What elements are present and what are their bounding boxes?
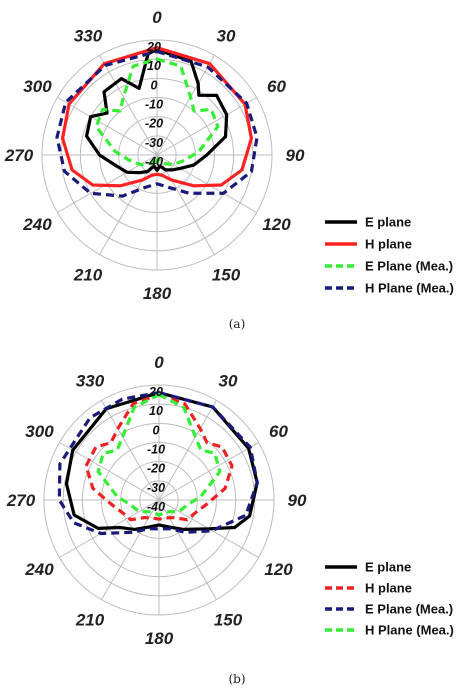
angle-tick-label: 120 — [262, 215, 291, 234]
grid-spoke — [158, 499, 217, 600]
radial-tick-label: -40 — [147, 500, 165, 514]
legend: E plane H plane E Plane (Mea.) H Plane (Mea… — [325, 215, 454, 296]
radial-tick-label: 0 — [151, 78, 158, 92]
legend-label: H Plane (Mea.) — [365, 623, 454, 638]
radial-tick-label: -40 — [145, 155, 163, 169]
grid-spoke — [101, 400, 160, 501]
series-line-e-plane — [85, 48, 229, 175]
figure-caption: (a) — [229, 317, 246, 331]
grid-spoke — [59, 442, 160, 501]
radial-tick-label: 10 — [147, 59, 161, 73]
radial-tick-label: 10 — [149, 404, 163, 418]
radial-tick-label: -10 — [147, 443, 165, 457]
radial-tick-label: 20 — [148, 385, 163, 399]
angle-tick-label: 210 — [73, 266, 103, 285]
radial-tick-label: 0 — [153, 423, 160, 437]
series-line-e-plane-mea — [57, 391, 259, 536]
series-line-h-plane-mea — [55, 49, 259, 198]
angle-tick-label: 180 — [145, 629, 174, 648]
angle-tick-label: 180 — [143, 284, 172, 303]
angle-tick-label: 210 — [75, 611, 105, 630]
angle-tick-label: 90 — [286, 146, 305, 165]
radial-tick-label: 20 — [146, 40, 161, 54]
polar-chart-b: 20 10 0 -10 -20 -30 -40 0 30 60 90 120 150 180 210 240 2… — [6, 353, 454, 686]
radial-tick-label: -30 — [145, 136, 163, 150]
angle-tick-label: 270 — [4, 146, 34, 165]
angle-tick-label: 330 — [74, 26, 103, 45]
angle-tick-label: 270 — [6, 491, 36, 510]
legend-label: E plane — [365, 215, 411, 230]
angle-tick-label: 330 — [76, 371, 105, 390]
legend: E plane H plane E Plane (Mea.) H Plane (Mea… — [325, 560, 454, 638]
legend-label: E plane — [365, 560, 411, 575]
angle-tick-label: 30 — [217, 26, 236, 45]
radial-tick-label: -20 — [145, 117, 163, 131]
angle-tick-label: 300 — [23, 77, 52, 96]
series-line-h-plane-mea — [96, 393, 222, 517]
grid-spoke — [57, 97, 158, 156]
legend-label: E Plane (Mea.) — [365, 602, 453, 617]
angle-tick-label: 60 — [267, 77, 286, 96]
radial-tick-label: -10 — [145, 98, 163, 112]
angle-tick-label: 30 — [219, 371, 238, 390]
angle-tick-label: 0 — [154, 353, 164, 372]
grid-spoke — [156, 97, 257, 156]
angle-tick-label: 150 — [212, 266, 241, 285]
grid-spoke — [156, 154, 257, 213]
grid-spoke — [158, 400, 217, 501]
legend-label: H plane — [365, 581, 412, 596]
legend-label: H Plane (Mea.) — [365, 281, 454, 296]
legend-label: E Plane (Mea.) — [365, 259, 453, 274]
angle-tick-label: 120 — [264, 560, 293, 579]
radial-tick-label: -20 — [147, 462, 165, 476]
grid-spoke — [158, 442, 259, 501]
angle-tick-label: 240 — [22, 215, 52, 234]
series-line-h-plane — [61, 46, 253, 188]
angle-tick-label: 150 — [214, 611, 243, 630]
grid-spoke — [156, 154, 215, 255]
angle-tick-label: 60 — [269, 422, 288, 441]
grid-spoke — [99, 55, 158, 156]
legend-label: H plane — [365, 237, 412, 252]
grid-spoke — [156, 55, 215, 156]
figure-caption: (b) — [228, 672, 245, 686]
series-line-h-plane — [84, 393, 234, 522]
polar-chart-a: 20 10 0 -10 -20 -30 -40 0 30 60 90 120 150 180 210 240 2… — [4, 8, 454, 331]
angle-tick-label: 240 — [24, 560, 54, 579]
series-line-e-plane-mea — [94, 57, 220, 167]
angle-tick-label: 0 — [152, 8, 162, 27]
radial-tick-label: -30 — [147, 481, 165, 495]
angle-tick-label: 300 — [25, 422, 54, 441]
angle-tick-label: 90 — [288, 491, 307, 510]
grid-spoke — [101, 499, 160, 600]
